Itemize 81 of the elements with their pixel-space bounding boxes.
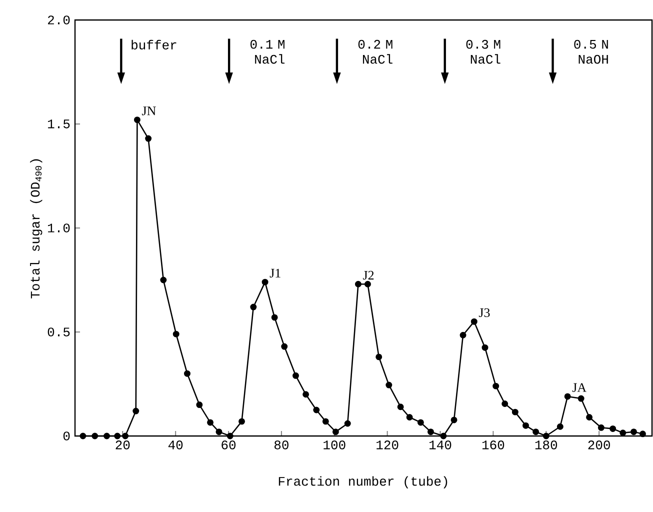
annotation: JA: [572, 383, 586, 392]
point: [302, 391, 310, 398]
point: [542, 432, 550, 440]
x-tick-label: 120: [376, 440, 398, 450]
point: [281, 343, 288, 350]
point: [386, 382, 392, 388]
point: [172, 330, 180, 338]
x-tick-label: 100: [324, 440, 346, 450]
point: [226, 432, 234, 440]
point: [586, 414, 593, 421]
point: [184, 370, 190, 377]
point: [610, 425, 616, 432]
point: [250, 304, 257, 310]
point: [160, 276, 167, 284]
point: [332, 428, 339, 436]
point: [196, 402, 203, 408]
point: [578, 395, 584, 402]
point: [132, 408, 140, 414]
point: [640, 430, 646, 438]
point: [216, 428, 222, 436]
point: [292, 372, 299, 379]
y-axis-title: Total sugar (OD$_{490}$): [30, 159, 42, 298]
point: [532, 428, 540, 436]
x-tick-label: 140: [430, 440, 452, 450]
x-tick-label: 200: [588, 440, 610, 450]
point: [450, 416, 458, 424]
y-tick-label: 1.5: [48, 120, 70, 128]
point: [470, 318, 478, 325]
y-tick-label: 1.0: [48, 224, 70, 232]
point: [492, 382, 500, 390]
point: [262, 278, 268, 286]
annotation: J3: [478, 308, 490, 318]
annotation: 0.5 N NaOH: [574, 40, 608, 64]
x-tick-label: 40: [168, 440, 183, 450]
point: [354, 280, 362, 288]
point: [502, 400, 508, 407]
y-tick-label: 0: [63, 432, 70, 440]
x-tick-label: 20: [116, 440, 130, 450]
point: [556, 423, 564, 430]
annotation: 0.3 M NaCl: [466, 40, 500, 64]
annotation: J2: [363, 270, 374, 280]
point: [122, 432, 129, 440]
point: [104, 432, 110, 440]
point: [145, 135, 152, 142]
annotation: buffer: [132, 40, 176, 50]
point: [440, 432, 447, 440]
annotation: 0.1 M NaCl: [250, 40, 285, 64]
point: [482, 344, 488, 351]
point: [134, 116, 140, 124]
point: [207, 419, 214, 426]
point: [522, 422, 529, 429]
point: [620, 430, 626, 436]
point: [322, 418, 329, 425]
point: [406, 414, 413, 421]
x-axis-title: Fraction number (tube): [278, 476, 448, 488]
x-tick-label: 180: [535, 440, 558, 450]
x-tick-label: 80: [274, 440, 288, 450]
point: [427, 428, 434, 436]
point: [460, 332, 466, 338]
y-tick-label: 0.5: [48, 328, 70, 336]
point: [114, 432, 121, 440]
annotation: JN: [142, 106, 156, 116]
point: [313, 406, 320, 414]
point: [512, 408, 518, 416]
point: [344, 420, 351, 427]
point: [564, 393, 571, 400]
point: [92, 432, 98, 440]
x-tick-label: 60: [222, 440, 236, 450]
point: [417, 419, 424, 426]
point: [397, 404, 404, 410]
point: [271, 314, 278, 321]
point: [80, 432, 86, 440]
point: [598, 424, 604, 431]
point: [238, 418, 245, 425]
point: [630, 428, 637, 436]
x-tick-label: 160: [482, 440, 504, 450]
point: [364, 280, 371, 288]
annotation: 0.2 M NaCl: [358, 40, 392, 64]
point: [376, 354, 382, 360]
y-tick-label: 2.0: [48, 16, 70, 24]
annotation: J1: [270, 268, 280, 278]
